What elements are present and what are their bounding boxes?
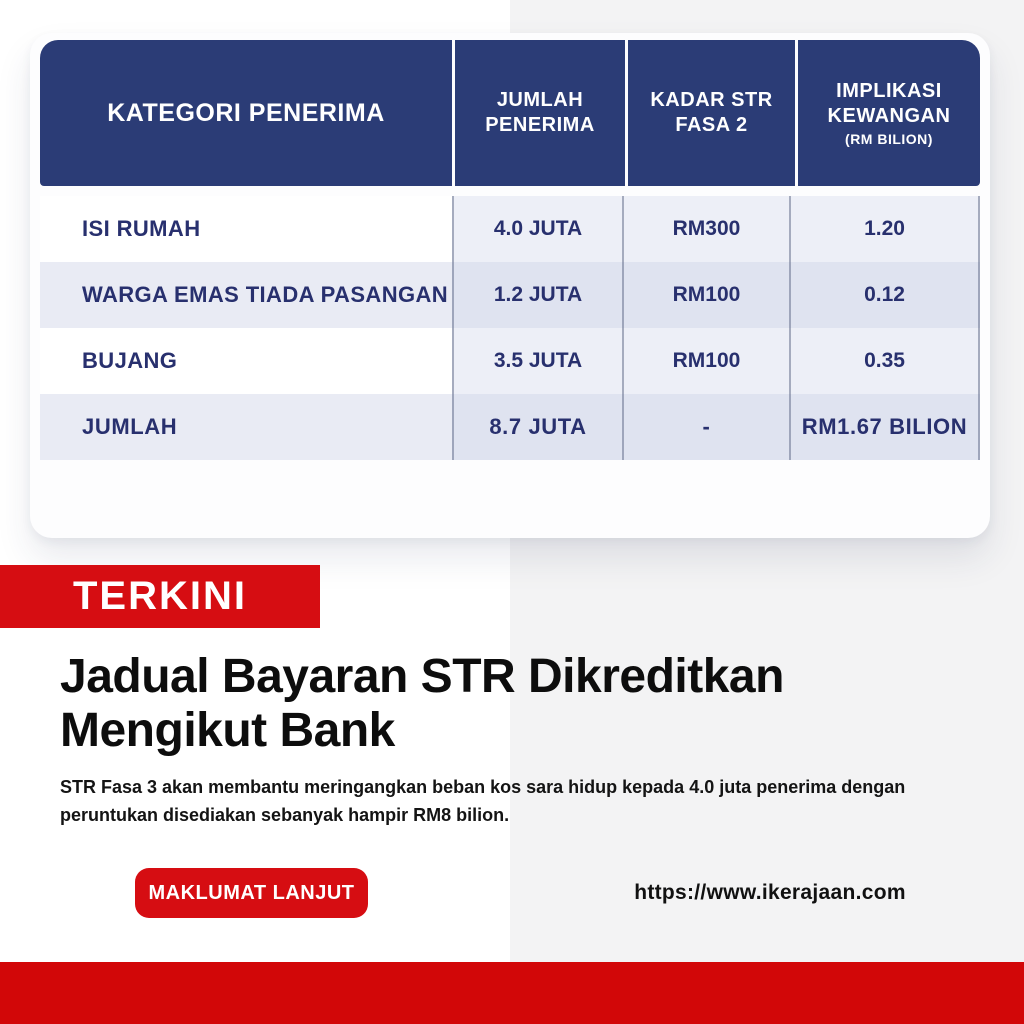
header-kategori-penerima: KATEGORI PENERIMA	[40, 40, 452, 186]
table-header-row: KATEGORI PENERIMA JUMLAH PENERIMA KADAR …	[40, 40, 980, 186]
cell-jumlah-penerima: 4.0 JUTA	[452, 196, 622, 262]
table-row-warga-emas: WARGA EMAS TIADA PASANGAN 1.2 JUTA RM100…	[40, 262, 980, 328]
table-row-bujang: BUJANG 3.5 JUTA RM100 0.35	[40, 328, 980, 394]
page-title: Jadual Bayaran STR Dikreditkan Mengikut …	[60, 650, 784, 757]
table-body: ISI RUMAH 4.0 JUTA RM300 1.20 WARGA EMAS…	[40, 196, 980, 460]
terkini-badge: TERKINI	[0, 565, 320, 628]
header-label: IMPLIKASI KEWANGAN	[827, 80, 951, 127]
cell-kadar-str: RM100	[622, 262, 789, 328]
header-implikasi-kewangan: IMPLIKASI KEWANGAN (RM BILION)	[798, 40, 980, 186]
cell-implikasi: 0.12	[789, 262, 980, 328]
str-table-card: KATEGORI PENERIMA JUMLAH PENERIMA KADAR …	[30, 33, 990, 538]
header-kadar-str-fasa-2: KADAR STR FASA 2	[628, 40, 795, 186]
website-url-link[interactable]: https://www.ikerajaan.com	[634, 881, 906, 904]
header-jumlah-penerima: JUMLAH PENERIMA	[455, 40, 625, 186]
cell-implikasi: 1.20	[789, 196, 980, 262]
header-sublabel-rm-bilion: (RM BILION)	[845, 131, 933, 147]
cell-jumlah-penerima: 8.7 JUTA	[452, 394, 622, 460]
cell-implikasi: RM1.67 BILION	[789, 394, 980, 460]
header-label: KADAR STR FASA 2	[650, 89, 773, 136]
description-text: STR Fasa 3 akan membantu meringangkan be…	[60, 777, 906, 825]
cell-kadar-str: -	[622, 394, 789, 460]
bottom-red-bar	[0, 962, 1024, 1024]
cell-kadar-str: RM100	[622, 328, 789, 394]
cell-category: BUJANG	[40, 328, 452, 394]
cell-kadar-str: RM300	[622, 196, 789, 262]
cell-category: ISI RUMAH	[40, 196, 452, 262]
cell-category: JUMLAH	[40, 394, 452, 460]
cell-implikasi: 0.35	[789, 328, 980, 394]
cell-jumlah-penerima: 3.5 JUTA	[452, 328, 622, 394]
table-row-isi-rumah: ISI RUMAH 4.0 JUTA RM300 1.20	[40, 196, 980, 262]
cell-jumlah-penerima: 1.2 JUTA	[452, 262, 622, 328]
cell-category: WARGA EMAS TIADA PASANGAN	[40, 262, 452, 328]
header-label: JUMLAH PENERIMA	[485, 89, 595, 136]
table-row-jumlah-total: JUMLAH 8.7 JUTA - RM1.67 BILION	[40, 394, 980, 460]
maklumat-lanjut-button[interactable]: MAKLUMAT LANJUT	[135, 868, 368, 918]
header-label: KATEGORI PENERIMA	[107, 98, 385, 127]
